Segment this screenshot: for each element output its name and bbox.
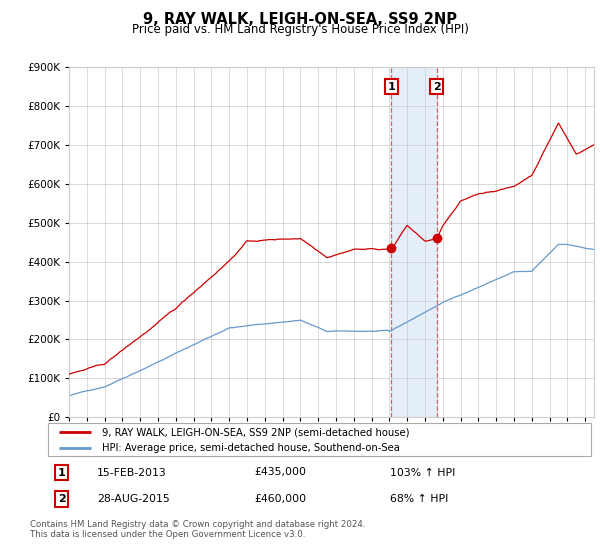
Text: 2: 2 xyxy=(58,494,65,504)
Text: £460,000: £460,000 xyxy=(254,494,307,504)
FancyBboxPatch shape xyxy=(48,423,591,456)
Text: 9, RAY WALK, LEIGH-ON-SEA, SS9 2NP (semi-detached house): 9, RAY WALK, LEIGH-ON-SEA, SS9 2NP (semi… xyxy=(103,427,410,437)
Text: £435,000: £435,000 xyxy=(254,468,307,478)
Text: 15-FEB-2013: 15-FEB-2013 xyxy=(97,468,167,478)
Text: Price paid vs. HM Land Registry's House Price Index (HPI): Price paid vs. HM Land Registry's House … xyxy=(131,22,469,36)
Text: HPI: Average price, semi-detached house, Southend-on-Sea: HPI: Average price, semi-detached house,… xyxy=(103,442,400,452)
Text: 28-AUG-2015: 28-AUG-2015 xyxy=(97,494,170,504)
Bar xyxy=(391,67,437,417)
Text: 68% ↑ HPI: 68% ↑ HPI xyxy=(390,494,448,504)
Text: Contains HM Land Registry data © Crown copyright and database right 2024.
This d: Contains HM Land Registry data © Crown c… xyxy=(30,520,365,539)
Text: 1: 1 xyxy=(388,82,395,92)
Text: 1: 1 xyxy=(58,468,65,478)
Text: 2: 2 xyxy=(433,82,440,92)
Text: 103% ↑ HPI: 103% ↑ HPI xyxy=(390,468,455,478)
Text: 9, RAY WALK, LEIGH-ON-SEA, SS9 2NP: 9, RAY WALK, LEIGH-ON-SEA, SS9 2NP xyxy=(143,12,457,27)
